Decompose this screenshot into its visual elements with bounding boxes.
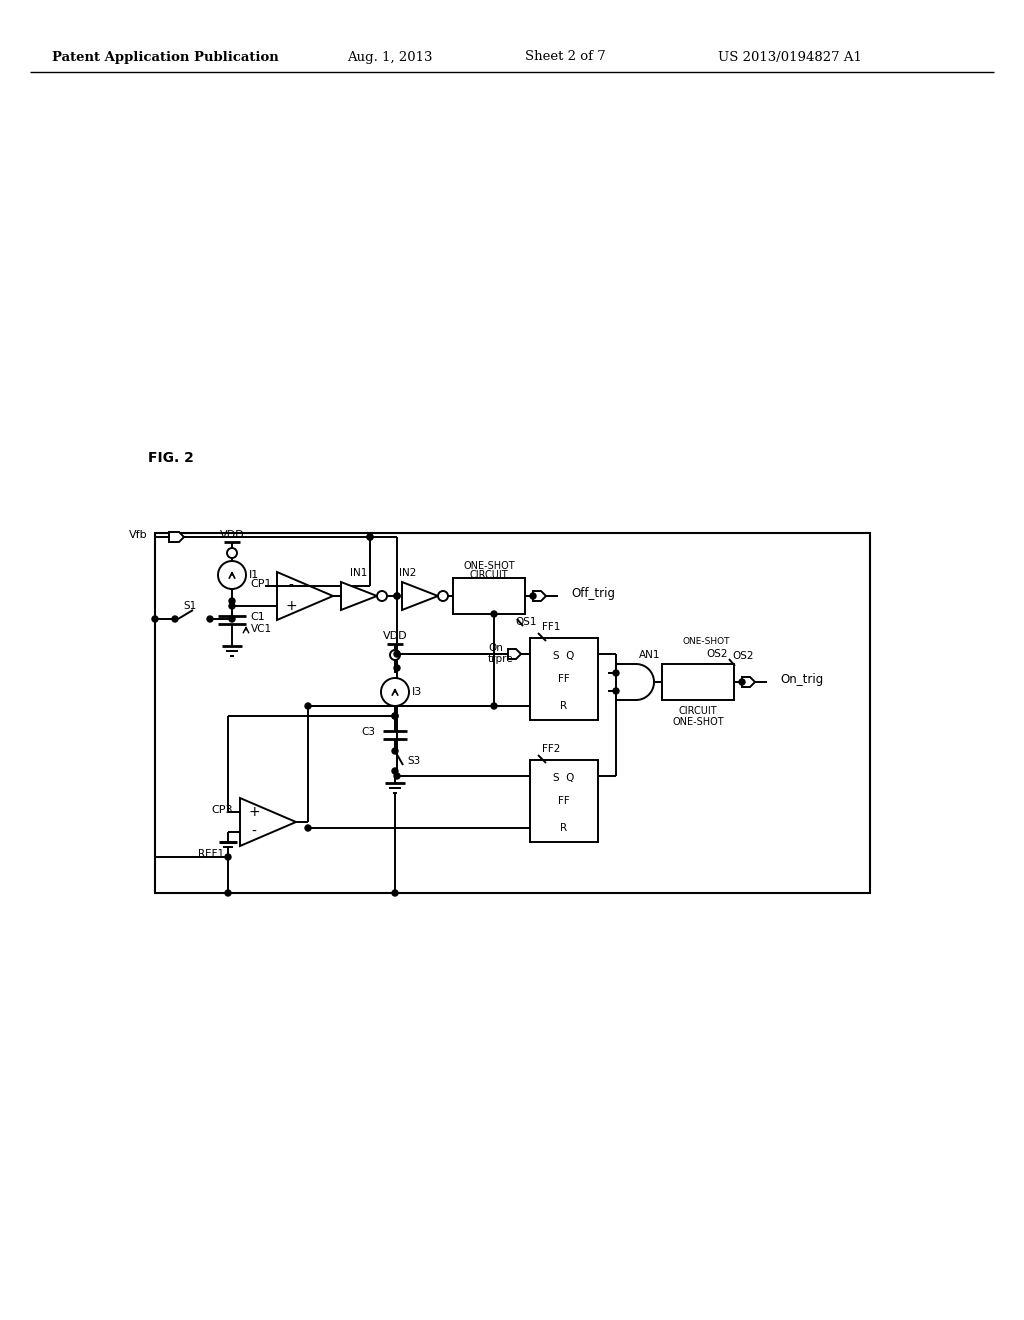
Circle shape [392,713,398,719]
Text: R: R [560,822,567,833]
Circle shape [377,591,387,601]
Text: AN1: AN1 [639,649,660,660]
Text: ONE-SHOT: ONE-SHOT [682,638,730,647]
Text: VC1: VC1 [251,624,272,634]
Text: VDD: VDD [220,531,245,540]
Text: CIRCUIT: CIRCUIT [470,570,508,579]
Text: CIRCUIT: CIRCUIT [679,706,718,715]
Polygon shape [240,799,296,846]
Circle shape [227,548,237,558]
Circle shape [225,890,231,896]
Circle shape [394,651,400,657]
Text: US 2013/0194827 A1: US 2013/0194827 A1 [718,50,862,63]
Circle shape [394,593,400,599]
Text: C1: C1 [250,612,265,622]
Text: FIG. 2: FIG. 2 [148,451,194,465]
Circle shape [207,616,213,622]
Text: On_: On_ [488,643,508,653]
Text: trpre: trpre [488,653,514,664]
Polygon shape [341,582,377,610]
Polygon shape [742,677,755,686]
Circle shape [225,854,231,861]
Text: OS2: OS2 [732,651,754,661]
Circle shape [394,774,400,779]
Bar [530,760,598,842]
Text: +: + [248,805,260,818]
Text: Patent Application Publication: Patent Application Publication [51,50,279,63]
Circle shape [229,616,234,622]
Text: IN1: IN1 [350,568,368,578]
Text: +: + [286,599,297,612]
Bar [662,664,734,700]
Text: Sheet 2 of 7: Sheet 2 of 7 [524,50,605,63]
Text: On_trig: On_trig [780,673,823,686]
Text: ONE-SHOT: ONE-SHOT [463,561,515,572]
Text: S3: S3 [407,756,420,766]
Polygon shape [402,582,438,610]
Circle shape [392,890,398,896]
Text: S1: S1 [183,601,197,611]
Circle shape [394,665,400,671]
Circle shape [490,611,497,616]
Circle shape [367,535,373,540]
Circle shape [152,616,158,622]
Circle shape [305,704,311,709]
Circle shape [438,591,449,601]
Text: I3: I3 [412,686,422,697]
Circle shape [381,678,409,706]
Text: IN2: IN2 [399,568,417,578]
Circle shape [367,535,373,540]
Text: S  Q: S Q [553,651,574,661]
Circle shape [229,603,234,609]
Text: FF1: FF1 [542,622,560,632]
Text: OS2: OS2 [706,649,727,659]
Circle shape [229,598,234,605]
Polygon shape [534,591,546,601]
Text: C3: C3 [361,727,375,737]
Bar [530,638,598,719]
Text: -: - [289,579,294,593]
Text: I1: I1 [249,570,259,579]
Circle shape [394,593,400,599]
Circle shape [530,593,536,599]
Circle shape [392,768,398,774]
Circle shape [305,825,311,832]
Text: FF: FF [558,796,570,807]
Text: OS1: OS1 [515,616,537,627]
Text: ONE-SHOT: ONE-SHOT [672,717,724,727]
Bar [155,533,870,894]
Text: FF2: FF2 [542,744,560,754]
Circle shape [739,678,745,685]
Circle shape [613,671,618,676]
Bar [453,578,525,614]
Text: Aug. 1, 2013: Aug. 1, 2013 [347,50,433,63]
Text: REF1: REF1 [198,849,224,859]
Text: CP3: CP3 [211,805,232,814]
Text: FF: FF [558,675,570,684]
Text: S  Q: S Q [553,774,574,783]
Circle shape [392,748,398,754]
Circle shape [218,561,246,589]
Text: VDD: VDD [383,631,408,642]
Text: R: R [560,701,567,711]
Text: CP1: CP1 [250,579,271,589]
Circle shape [490,704,497,709]
Circle shape [613,688,618,694]
Polygon shape [508,649,521,659]
Circle shape [392,713,398,719]
Text: Off_trig: Off_trig [571,587,615,601]
Text: Vfb: Vfb [129,531,148,540]
Polygon shape [169,532,184,543]
Text: -: - [252,825,256,840]
Circle shape [172,616,178,622]
Polygon shape [278,572,333,620]
Circle shape [390,649,400,660]
